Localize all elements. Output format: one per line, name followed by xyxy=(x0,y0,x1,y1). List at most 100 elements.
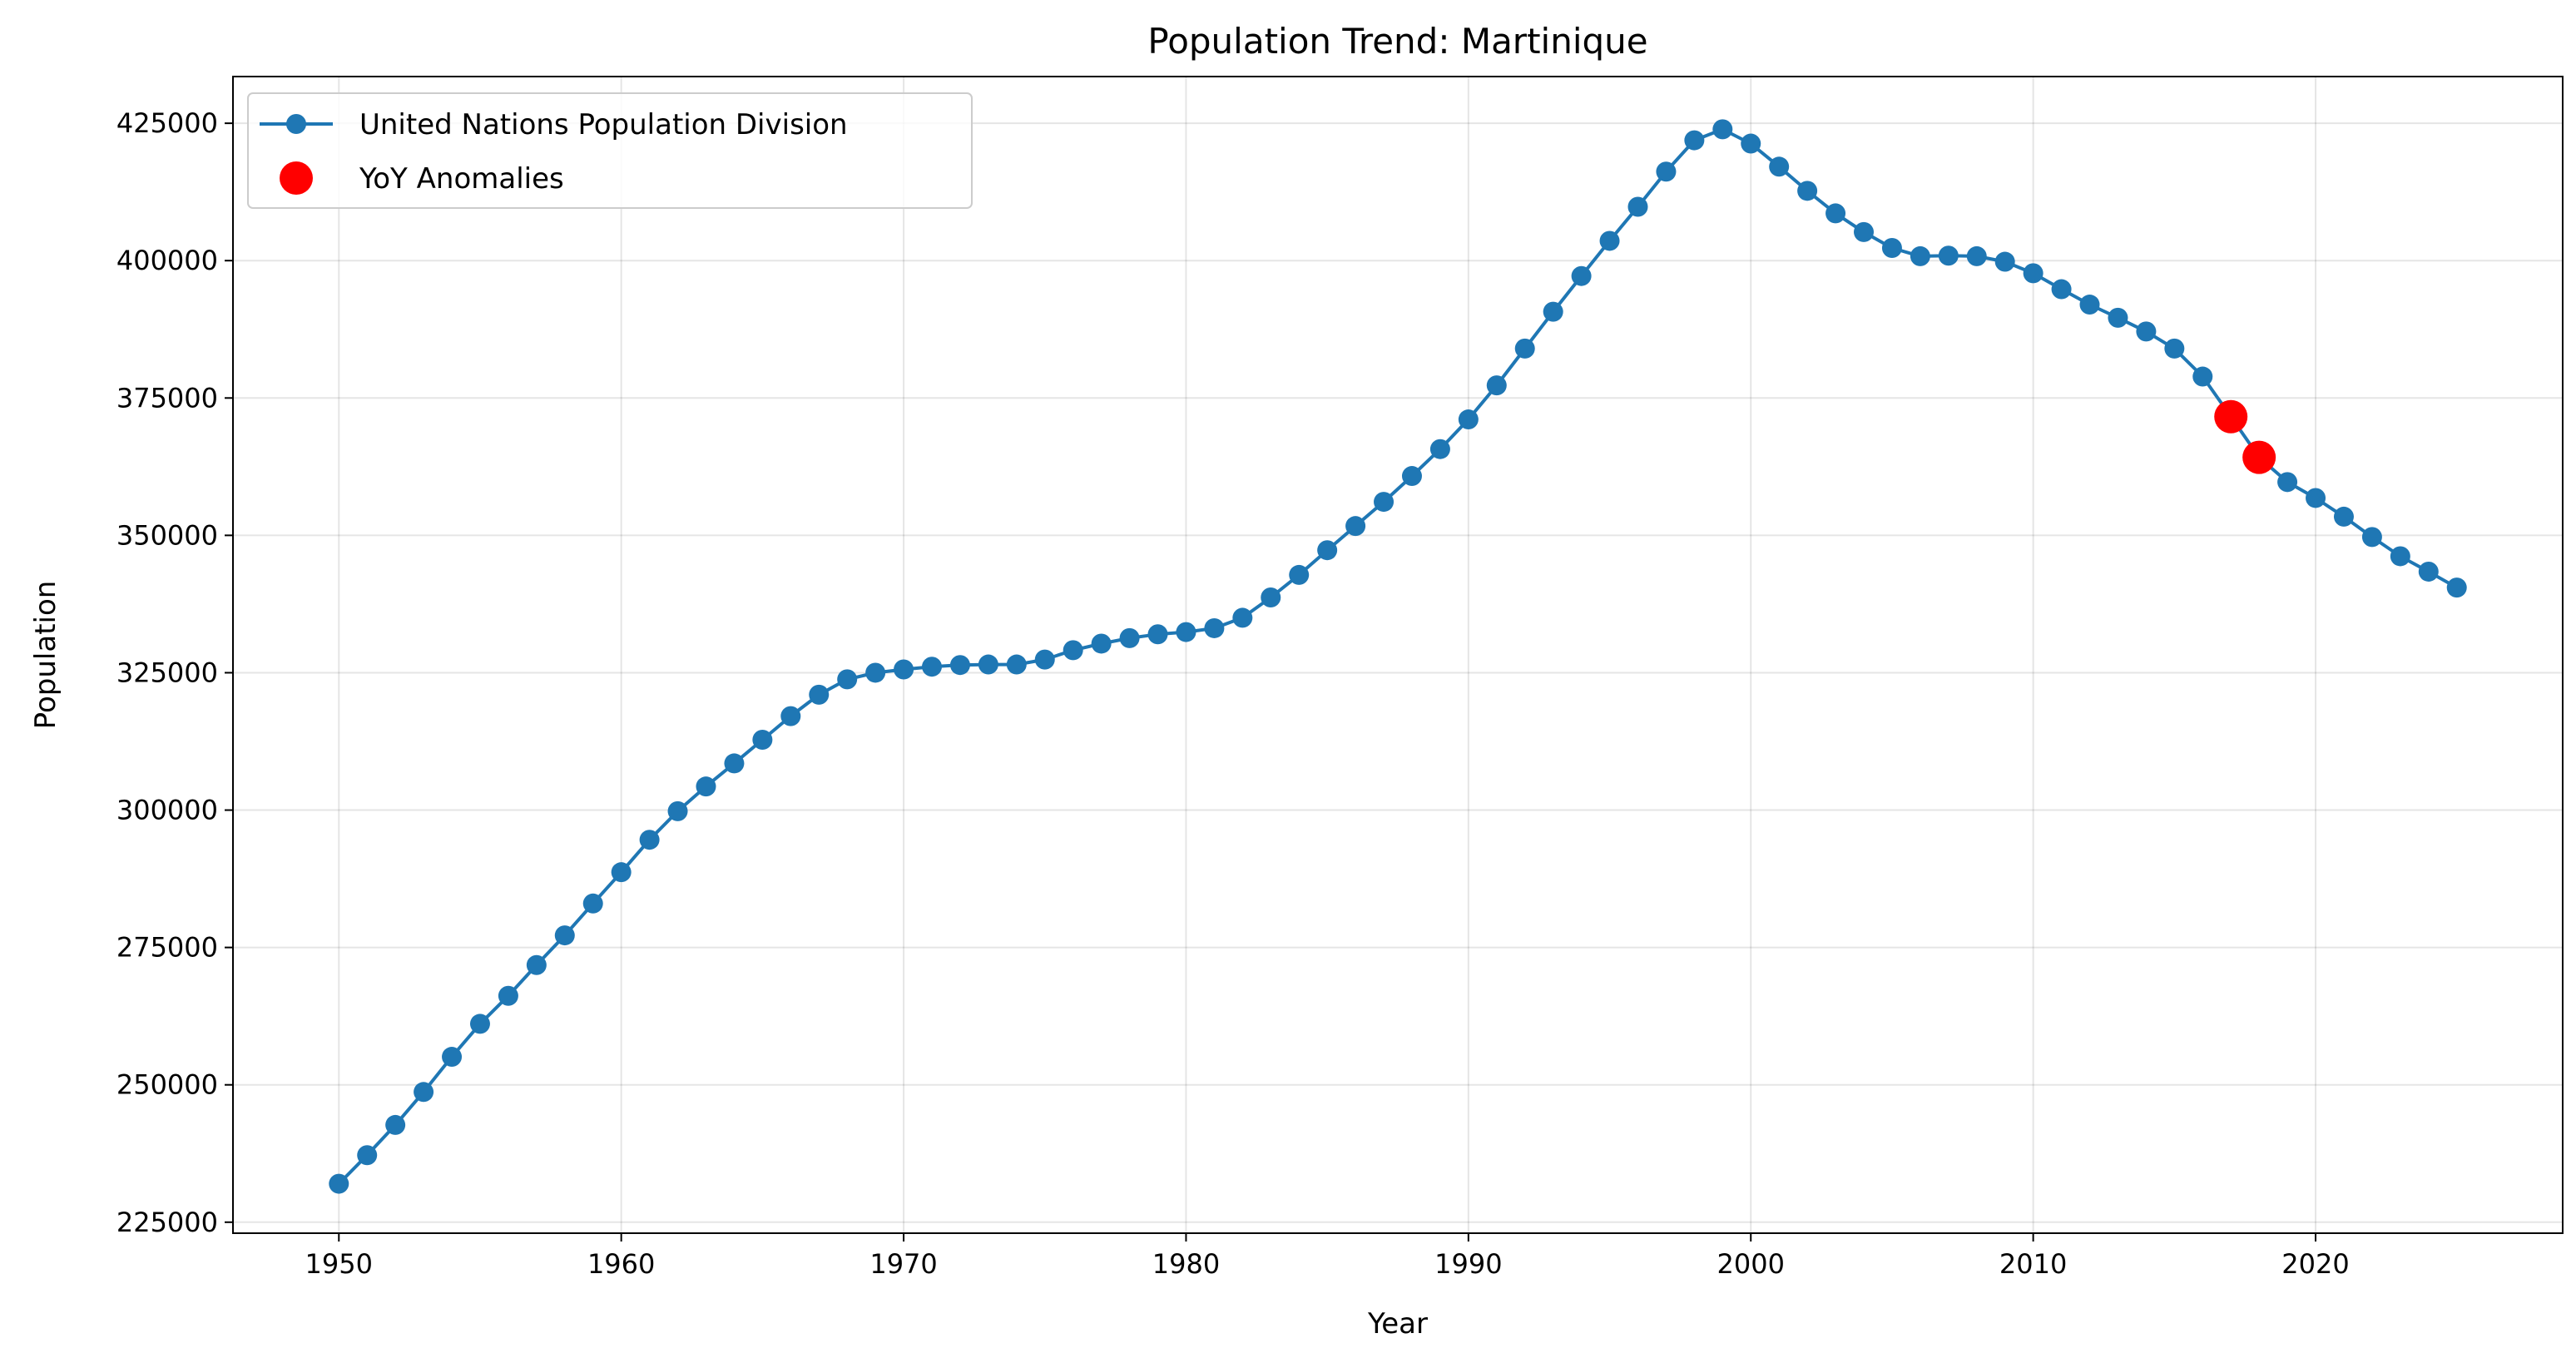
legend-label-un-population: United Nations Population Division xyxy=(359,108,848,141)
data-point xyxy=(667,800,688,821)
y-tick-label: 425000 xyxy=(116,107,218,139)
data-point xyxy=(1317,540,1338,561)
y-tick-label: 325000 xyxy=(116,657,218,688)
data-point xyxy=(1401,466,1422,487)
y-tick-label: 400000 xyxy=(116,245,218,276)
data-point xyxy=(526,954,547,975)
data-point xyxy=(894,659,914,680)
x-tick-label: 1990 xyxy=(1434,1248,1502,1280)
data-point xyxy=(1966,245,1987,266)
data-point xyxy=(357,1145,378,1166)
legend-marker-swatch xyxy=(286,114,306,134)
grid xyxy=(233,77,2563,1233)
data-point xyxy=(837,669,858,690)
series-marker-layer xyxy=(329,119,2467,1194)
data-point xyxy=(949,655,970,676)
data-point xyxy=(1063,640,1083,661)
y-tick-label: 225000 xyxy=(116,1207,218,1238)
data-point xyxy=(442,1047,463,1068)
data-point xyxy=(696,776,716,797)
series-line-layer xyxy=(337,127,2458,1186)
data-point xyxy=(2361,527,2382,548)
data-point xyxy=(2192,366,2213,387)
data-point xyxy=(724,753,745,774)
y-axis-title: Population xyxy=(29,581,62,730)
legend-label-anomalies: YoY Anomalies xyxy=(359,162,564,196)
data-point xyxy=(1514,338,1535,359)
y-tick-label: 375000 xyxy=(116,382,218,414)
data-point xyxy=(1429,439,1450,459)
data-point xyxy=(1656,161,1677,182)
data-point xyxy=(2390,546,2410,567)
anomaly-point xyxy=(2242,440,2276,474)
data-point xyxy=(1938,245,1959,266)
data-point xyxy=(1910,245,1930,266)
anomaly-point xyxy=(2214,399,2248,434)
data-point xyxy=(1599,230,1620,251)
data-point xyxy=(752,730,773,751)
data-point xyxy=(1881,238,1902,259)
data-point xyxy=(1458,409,1479,430)
data-point xyxy=(2306,488,2326,508)
y-tick-label: 275000 xyxy=(116,932,218,964)
data-point xyxy=(1741,133,1761,154)
data-point xyxy=(1034,649,1055,670)
data-point xyxy=(2164,338,2185,359)
legend-box xyxy=(247,92,973,209)
y-axis: 225000 250000 275000 300000 325000 350000 3750… xyxy=(116,107,233,1238)
x-tick-label: 1950 xyxy=(305,1248,373,1280)
data-point xyxy=(1486,375,1507,396)
data-point xyxy=(554,925,575,946)
data-point xyxy=(414,1082,434,1103)
data-point xyxy=(865,662,886,683)
data-point xyxy=(2079,295,2100,315)
data-point xyxy=(1232,607,1253,628)
data-point xyxy=(1854,221,1874,242)
data-point xyxy=(2333,506,2354,527)
x-axis: 1950 1960 1970 1980 1990 2000 2010 2020 xyxy=(305,1233,2350,1280)
data-point xyxy=(780,706,801,726)
y-tick-label: 250000 xyxy=(116,1069,218,1101)
data-point xyxy=(2277,472,2298,493)
data-point xyxy=(2023,263,2043,284)
data-point xyxy=(978,654,998,675)
data-point xyxy=(639,830,660,850)
data-point xyxy=(1091,633,1112,654)
data-point xyxy=(1712,119,1733,140)
data-point xyxy=(385,1114,406,1135)
data-point xyxy=(1627,196,1648,217)
data-point xyxy=(1684,130,1705,151)
data-point xyxy=(2418,561,2439,582)
chart-title: Population Trend: Martinique xyxy=(1147,21,1647,62)
legend-anomaly-swatch xyxy=(280,161,313,195)
x-tick-label: 2010 xyxy=(1999,1248,2067,1280)
data-point xyxy=(1261,587,1281,607)
data-point xyxy=(922,657,942,677)
data-point xyxy=(1769,156,1790,177)
data-point xyxy=(498,985,518,1006)
data-point xyxy=(469,1014,490,1034)
data-point xyxy=(1825,203,1846,224)
legend: United Nations Population Division YoY A… xyxy=(247,92,973,209)
x-tick-label: 1980 xyxy=(1152,1248,1220,1280)
data-point xyxy=(611,862,632,883)
series-line-un-population xyxy=(337,127,2458,1186)
data-point xyxy=(2051,279,2072,300)
data-point xyxy=(1797,181,1818,201)
data-point xyxy=(1345,516,1366,537)
data-point xyxy=(1543,301,1563,322)
y-tick-label: 300000 xyxy=(116,795,218,826)
data-point xyxy=(809,684,830,705)
data-point xyxy=(2446,577,2467,598)
data-point xyxy=(1374,492,1395,513)
anomaly-marker-layer xyxy=(2214,399,2276,474)
data-point xyxy=(1147,624,1168,645)
x-tick-label: 1970 xyxy=(869,1248,937,1280)
data-point xyxy=(1571,265,1592,286)
data-point xyxy=(582,893,603,914)
data-point xyxy=(2108,307,2128,328)
data-point xyxy=(1006,654,1027,675)
x-tick-label: 1960 xyxy=(587,1248,655,1280)
plot-frame xyxy=(232,76,2564,1234)
